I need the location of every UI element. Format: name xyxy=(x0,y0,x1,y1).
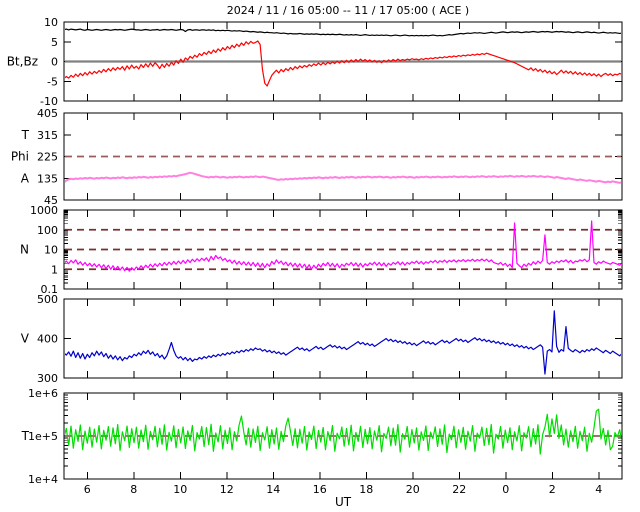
panel-phi-angle: 405 315 225 135 45 T Phi A xyxy=(11,107,623,207)
x-axis-group: 6 8 10 12 14 16 18 20 22 0 2 4 xyxy=(84,483,603,496)
y-tick-label: 500 xyxy=(37,293,58,306)
panel-frame xyxy=(63,298,623,379)
panel-temperature: 1e+6 1e+5 1e+4 T xyxy=(21,387,623,486)
y-axis-name: A xyxy=(21,171,30,185)
y-tick-label: -5 xyxy=(47,75,58,88)
series-t xyxy=(65,408,621,455)
series-bt xyxy=(65,28,621,37)
y-tick-label: 0.1 xyxy=(41,283,59,296)
series-n xyxy=(65,220,621,272)
x-tick-label: 2 xyxy=(549,483,556,496)
x-tick-label: 6 xyxy=(84,483,91,496)
series-phi xyxy=(65,171,621,184)
y-tick-label: 1e+6 xyxy=(28,387,58,400)
x-axis-label: UT xyxy=(335,495,352,509)
y-axis-name: N xyxy=(20,243,29,257)
panel-density: 1000 100 10 1 0.1 N xyxy=(20,204,623,296)
y-tick-label: -10 xyxy=(40,95,58,108)
y-tick-label: 5 xyxy=(51,36,58,49)
panels-group: 1050-5-10Bt,Bz40531522513545TPhiA1000100… xyxy=(7,16,623,486)
y-tick-label: 45 xyxy=(44,194,58,207)
y-tick-label: 10 xyxy=(44,16,58,29)
y-tick-label: 405 xyxy=(37,107,58,120)
x-tick-label: 8 xyxy=(130,483,137,496)
y-tick-label: 100 xyxy=(37,224,58,237)
x-tick-label: 18 xyxy=(359,483,373,496)
x-tick-label: 0 xyxy=(502,483,509,496)
y-tick-label: 225 xyxy=(37,151,58,164)
y-axis-name: T xyxy=(21,429,30,443)
x-tick-label: 16 xyxy=(313,483,327,496)
page-title: 2024 / 11 / 16 05:00 -- 11 / 17 05:00 ( … xyxy=(227,4,469,17)
y-tick-label: 300 xyxy=(37,372,58,385)
y-axis-name: Phi xyxy=(11,150,29,164)
panel-bt-bz: 10 5 0 -5 -10 Bt,Bz xyxy=(7,16,623,108)
y-axis-name: V xyxy=(21,332,30,346)
y-tick-label: 135 xyxy=(37,172,58,185)
x-tick-label: 22 xyxy=(452,483,466,496)
y-axis-name: Bt,Bz xyxy=(7,55,38,69)
y-tick-label: 400 xyxy=(37,333,58,346)
x-tick-label: 14 xyxy=(266,483,280,496)
series-bz xyxy=(65,40,621,87)
y-tick-label: 1000 xyxy=(30,204,58,217)
series-v xyxy=(65,310,621,375)
panel-velocity: 500 400 300 V xyxy=(21,293,623,385)
y-tick-label: 10 xyxy=(44,244,58,257)
y-tick-label: 315 xyxy=(37,129,58,142)
x-tick-label: 12 xyxy=(220,483,234,496)
y-axis-name: T xyxy=(21,128,30,142)
y-tick-label: 1e+4 xyxy=(28,473,58,486)
x-tick-label: 4 xyxy=(595,483,602,496)
y-tick-label: 1e+5 xyxy=(28,430,58,443)
x-tick-label: 10 xyxy=(173,483,187,496)
x-tick-label: 20 xyxy=(406,483,420,496)
y-tick-label: 1 xyxy=(51,263,58,276)
y-tick-label: 0 xyxy=(51,56,58,69)
